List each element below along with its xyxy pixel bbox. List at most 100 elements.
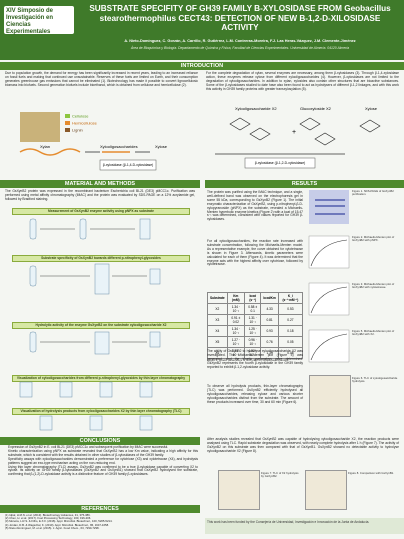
table-cell: X5 <box>207 336 228 348</box>
part <box>99 381 113 398</box>
label: Xylooligosaccharides <box>100 144 138 149</box>
conclusion-item: Specificity assays with xylooligosacchar… <box>8 457 198 466</box>
tubes <box>19 218 161 431</box>
section-title: MATERIAL AND METHODS <box>0 180 200 188</box>
caption: Figure 2. Michaelis-Menten plot of GsXyn… <box>352 235 395 243</box>
table-wrap: Substrate Km (mM) kcat (s⁻¹) kcat/Km K_i (s⁻… <box>207 292 304 362</box>
section-title: INTRODUCTION <box>0 62 404 70</box>
label: Xylose <box>155 144 168 149</box>
tlc-image <box>305 470 347 510</box>
column-header: Substrate <box>207 292 228 304</box>
reference: (2) Chen, H. et al. (2017). Fuel Process… <box>5 516 92 521</box>
table-row: X5 1.27 · 10⁻¹ 0.96 · 10⁻¹ 0.76 0.05 <box>207 336 304 348</box>
reference: (4) Jordan, D.B. & Wagschal, K. (2010). … <box>5 522 109 527</box>
tlc-image <box>218 470 260 510</box>
paragraph: Due to population growth, the demand for… <box>5 71 198 87</box>
table-row: X6 0.73 · 10⁻¹ 1.02 · 10⁻¹ 1.39 0.08 <box>207 347 304 359</box>
table-row: X3 0.91 ± 0.02 1.31 · 10⁻¹ 0.81 0.27 <box>207 314 304 326</box>
gel <box>309 190 349 224</box>
reference: (1) Iqbal, H.M.N. et al. (2013). Biotech… <box>5 513 91 517</box>
kinetics-table: Substrate Km (mM) kcat (s⁻¹) kcat/Km K_i (s⁻… <box>207 292 304 359</box>
table-row: X4 1.34 · 10⁻¹ 1.25 · 10⁻¹ 0.93 0.18 <box>207 325 304 337</box>
method-step: Visualization of hydrolysis products fro… <box>12 408 190 415</box>
column-header: kcat (s⁻¹) <box>243 292 262 304</box>
conclusion-item: Kinetic characterization using pNPX as s… <box>8 449 198 458</box>
table-cell: 0.91 ± 0.02 <box>226 314 245 326</box>
label: β-xylosidase (β-1,2-D-xylosidase) <box>255 161 305 165</box>
table-cell: 1.25 · 10⁻¹ <box>243 325 262 337</box>
column-header: kcat/Km <box>260 292 279 304</box>
table-cell: 1.34 · 10⁻¹ <box>226 303 245 315</box>
table-cell: 1.02 · 10⁻¹ <box>243 347 262 359</box>
paragraph: The ability of GsXynB2 to hydrolyse xylo… <box>207 349 303 369</box>
paragraph: To observe all hydrolysis products, thin… <box>207 384 303 404</box>
part <box>79 218 87 240</box>
method-step: Measurement of GsXynB2 enzyme activity u… <box>12 208 190 215</box>
table-cell: 4.33 <box>260 303 279 315</box>
column-header: K_i (s⁻¹·mM⁻¹) <box>277 292 304 304</box>
table-cell: 1.39 <box>260 347 279 359</box>
table-header: Substrate Km (mM) kcat (s⁻¹) kcat/Km K_i (s⁻… <box>207 292 304 304</box>
logo: XIV Simposio de Investigación en Ciencia… <box>4 6 74 35</box>
enzyme-box <box>244 157 316 169</box>
table-cell: 0.93 <box>260 325 279 337</box>
table-cell: 0.05 <box>277 336 304 348</box>
tlc-image <box>309 375 351 417</box>
table-cell: X2 <box>207 303 228 315</box>
method-step: Visualization of xylooligosaccharides fr… <box>12 375 190 382</box>
part <box>29 218 37 240</box>
authors: A. Nieto-Domínguez, C. Gorzán, A. Carril… <box>124 39 356 43</box>
caption: Figure 5. Michaelis-Menten plot of GsXyn… <box>352 329 395 337</box>
part <box>308 329 350 363</box>
reference: (3) Moreira, L.R.S. & Filho, E.X.F. (201… <box>5 519 113 524</box>
paragraph: The protein was purified using the IMAC … <box>207 190 303 222</box>
part <box>59 381 73 398</box>
paragraph: The GsXynB2 protein was expressed in the… <box>5 189 195 201</box>
part <box>139 218 151 240</box>
caption: Figure 1. SDS-PAGE of GsXynB2 purificati… <box>352 189 394 197</box>
part <box>139 381 153 398</box>
part <box>308 235 350 269</box>
part <box>39 415 53 431</box>
curves <box>310 239 348 361</box>
part <box>29 265 37 287</box>
paragraph: After analysis studies revealed that GsX… <box>207 437 399 453</box>
part <box>94 331 110 355</box>
table-cell: 0.08 <box>277 347 304 359</box>
caption: Figure 6. TLC of xylooligosaccharide hyd… <box>352 376 398 384</box>
table-cell: 0.58 ± 0.1 <box>243 303 262 315</box>
enzyme-box <box>99 159 157 171</box>
table-cell: 0.27 <box>277 314 304 326</box>
references-list: (1) Iqbal, H.M.N. et al. (2013). Biotech… <box>5 513 197 530</box>
reference: (5) Nieto-Domínguez, M. et al. (2015). J… <box>5 525 100 530</box>
legend-label: Lignin <box>72 128 83 133</box>
table-cell: 0.53 <box>277 303 304 315</box>
part <box>139 415 153 431</box>
label: Xylose <box>365 106 378 111</box>
legend-swatch <box>65 114 70 118</box>
table-cell: 1.27 · 10⁻¹ <box>226 336 245 348</box>
operator: + <box>292 129 296 136</box>
conclusion-item: Using thin layer chromatography (TLC) as… <box>8 465 198 478</box>
affiliation: Área de Bioquímica y Biología. Departame… <box>130 46 350 50</box>
caption: Figure 8. Comparison with GsXynB1. <box>348 471 395 475</box>
gel-bands <box>315 199 345 215</box>
paragraph: For all xylooligosaccharides, the reacti… <box>207 239 303 267</box>
table-cell: 1.31 · 10⁻¹ <box>243 314 262 326</box>
part <box>149 331 161 348</box>
table-cell: 0.73 · 10⁻¹ <box>226 347 245 359</box>
section-title: RESULTS <box>205 180 404 188</box>
part <box>149 268 161 285</box>
caption: Figure 3. Michaelis-Menten plot of GsXyn… <box>352 282 395 290</box>
acknowledgements: This work has been funded by the Conseje… <box>205 518 404 534</box>
paragraph: For the complete degradation of xylan, s… <box>206 71 399 91</box>
table-row: X2 1.34 · 10⁻¹ 0.58 ± 0.1 4.33 0.53 <box>207 303 304 315</box>
label: Xylooligosaccharide X2 <box>235 106 277 111</box>
table-cell: 0.81 <box>260 314 279 326</box>
intro-diagram: Cellulose Hemicellulose Lignin Xylan Xyl… <box>19 106 381 171</box>
table-body: X2 1.34 · 10⁻¹ 0.58 ± 0.1 4.33 0.53 X3 0.91 ± … <box>207 303 304 359</box>
label: β-xylosidase (β-1,4-D-xylosidase) <box>103 163 153 167</box>
section-title: REFERENCES <box>0 505 200 513</box>
conclusion-item: Expression of GsXynB2 in E. coli BL21 (D… <box>8 445 198 450</box>
label: Glucoxyloside X2 <box>300 106 332 111</box>
